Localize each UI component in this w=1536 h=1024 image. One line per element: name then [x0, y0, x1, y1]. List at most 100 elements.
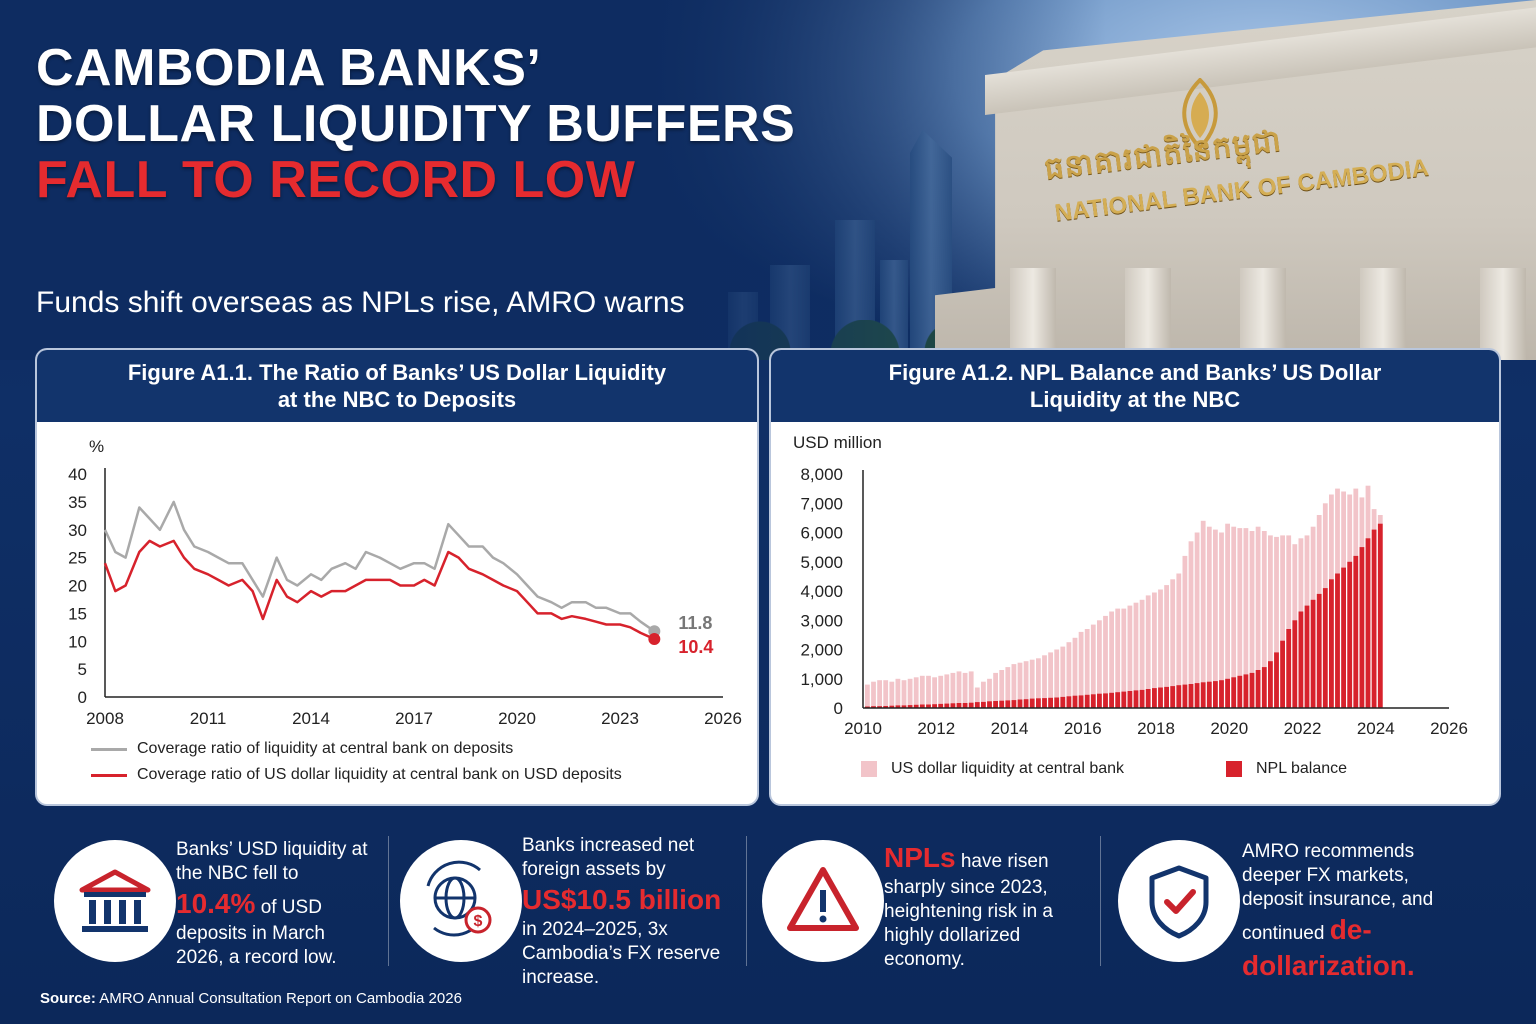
legend-swatch-pink — [861, 761, 877, 777]
headline-line-2: DOLLAR LIQUIDITY BUFFERS — [36, 95, 796, 153]
bar-series-1 — [895, 705, 901, 708]
bar-series-1 — [1029, 698, 1035, 708]
bar-series-0 — [1054, 649, 1060, 708]
bar-series-1 — [1237, 675, 1243, 708]
bar-series-0 — [932, 677, 937, 708]
bar-series-0 — [913, 677, 919, 708]
bar-series-1 — [871, 706, 876, 708]
legend-swatch-red — [91, 773, 127, 777]
bar-series-1 — [1225, 678, 1230, 709]
bar-series-0 — [1158, 589, 1163, 708]
bar-series-0 — [1115, 608, 1121, 708]
bar-series-1 — [1054, 697, 1060, 708]
bar-series-0 — [1170, 579, 1176, 708]
divider — [388, 836, 389, 966]
bar-series-0 — [1219, 532, 1224, 708]
bar-series-0 — [993, 672, 998, 708]
headline-line-3: FALL TO RECORD LOW — [36, 151, 636, 209]
bar-series-0 — [1127, 605, 1133, 708]
npl-bar-chart: USD million 0 1,000 2,000 3,000 4,000 5,000 6,0… — [793, 433, 1468, 738]
legend-label: US dollar liquidity at central bank — [891, 760, 1125, 777]
bar-series-0 — [1145, 595, 1151, 708]
y-tick-label: 1,000 — [800, 670, 843, 689]
fact-pre: AMRO recommends deeper FX markets, depos… — [1242, 841, 1434, 945]
pillar — [1240, 268, 1286, 360]
bar-series-1 — [1335, 573, 1340, 708]
x-tick-label: 2020 — [1210, 719, 1248, 738]
bar-series-0 — [1237, 528, 1243, 708]
fact-text: Banks increased net foreign assets by US… — [522, 834, 737, 990]
bar-series-1 — [1249, 672, 1255, 708]
bar-series-0 — [1097, 620, 1102, 709]
x-tick-label: 2024 — [1357, 719, 1395, 738]
bar-series-1 — [1152, 688, 1157, 708]
bar-series-0 — [1060, 646, 1066, 708]
bar-series-0 — [1017, 662, 1023, 708]
y-tick-label: 7,000 — [800, 494, 843, 513]
bar-series-1 — [901, 705, 907, 708]
y-tick-label: 8,000 — [800, 465, 843, 484]
source-note: Source: AMRO Annual Consultation Report … — [40, 990, 462, 1007]
y-tick-label: 35 — [68, 493, 87, 512]
y-tick-label: 6,000 — [800, 524, 843, 543]
source-text: AMRO Annual Consultation Report on Cambo… — [99, 990, 462, 1007]
bar-series-1 — [999, 700, 1005, 708]
bar-series-0 — [926, 675, 931, 708]
bar-series-0 — [1206, 526, 1212, 708]
bar-series-1 — [1347, 561, 1353, 709]
bar-series-1 — [1268, 661, 1273, 708]
bar-series-1 — [1078, 695, 1084, 708]
bar-series-0 — [962, 672, 968, 708]
x-tick-label: 2020 — [498, 709, 536, 728]
bar-series-1 — [1316, 593, 1322, 708]
legend-item-pink: US dollar liquidity at central bank — [861, 760, 1124, 778]
bar-series-1 — [1127, 691, 1133, 708]
y-tick-label: 20 — [68, 577, 87, 596]
fact-text: AMRO recommends deeper FX markets, depos… — [1242, 840, 1462, 983]
bar-series-0 — [1274, 536, 1279, 708]
x-tick-label: 2018 — [1137, 719, 1175, 738]
bar-series-1 — [1072, 695, 1078, 708]
chart-title: Figure A1.1. The Ratio of Banks’ US Doll… — [37, 350, 757, 422]
bar-series-1 — [1036, 698, 1041, 708]
bar-series-0 — [1261, 531, 1267, 708]
x-tick-label: 2023 — [601, 709, 639, 728]
bar-series-1 — [1145, 689, 1151, 708]
fact-highlight: de-dollarization. — [1242, 914, 1415, 981]
bar-series-1 — [1274, 652, 1279, 708]
bar-series-1 — [1066, 696, 1072, 708]
pillar — [1125, 268, 1171, 360]
y-tick-label: 25 — [68, 549, 87, 568]
x-tick-label: 2016 — [1064, 719, 1102, 738]
bar-series-1 — [987, 701, 992, 708]
source-label: Source: — [40, 990, 96, 1007]
bar-series-1 — [907, 705, 913, 708]
legend-swatch-red — [1226, 761, 1242, 777]
bar-series-1 — [1280, 640, 1285, 708]
x-tick-label: 2026 — [1430, 719, 1468, 738]
bar-series-0 — [1133, 602, 1139, 708]
bar-series-0 — [1243, 528, 1249, 708]
divider — [1100, 836, 1101, 966]
headline-line-1: CAMBODIA BANKS’ — [36, 39, 542, 97]
bar-series-1 — [993, 701, 998, 708]
bar-series-1 — [1133, 690, 1139, 708]
x-tick-label: 2008 — [86, 709, 124, 728]
bar-series-1 — [932, 704, 937, 708]
fact-post: of USD deposits in March 2026, a record … — [176, 897, 337, 968]
bar-series-1 — [968, 702, 974, 708]
bar-series-1 — [1359, 547, 1365, 708]
y-tick-label: 2,000 — [800, 641, 843, 660]
series-line-1 — [103, 539, 655, 641]
bar-series-1 — [1109, 692, 1114, 708]
bar-series-0 — [1225, 523, 1230, 708]
svg-text:$: $ — [474, 913, 483, 930]
bar-series-0 — [956, 671, 962, 708]
bank-icon — [54, 840, 176, 962]
chart-panel-ratio: Figure A1.1. The Ratio of Banks’ US Doll… — [35, 348, 759, 806]
bar-series-1 — [1194, 683, 1200, 708]
chart-panel-npl: Figure A1.2. NPL Balance and Banks’ US D… — [769, 348, 1501, 806]
bar-series-0 — [901, 680, 907, 708]
legend-label: Coverage ratio of US dollar liquidity at… — [137, 766, 622, 783]
bar-series-1 — [1341, 567, 1346, 708]
